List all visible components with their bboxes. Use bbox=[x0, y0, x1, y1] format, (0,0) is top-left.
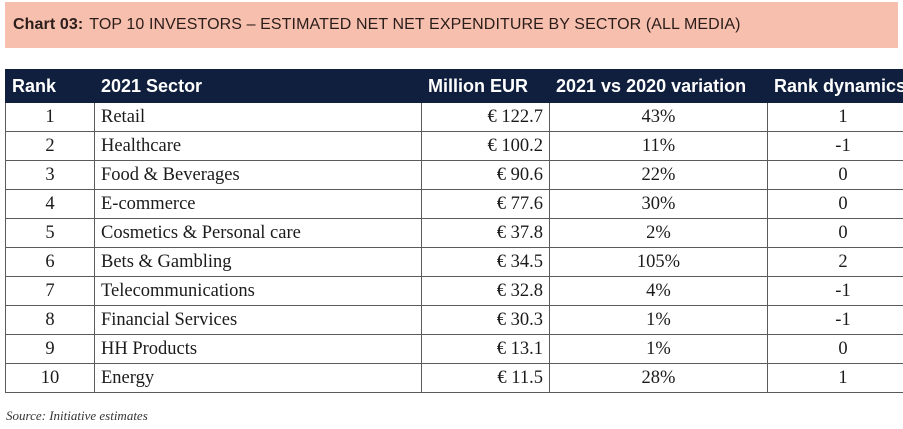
cell-sector: Telecommunications bbox=[94, 276, 422, 306]
cell-variation: 1% bbox=[549, 305, 768, 335]
cell-variation: 43% bbox=[549, 102, 768, 132]
cell-rank-dynamics: 0 bbox=[767, 334, 903, 364]
cell-variation: 30% bbox=[549, 189, 768, 219]
cell-rank: 8 bbox=[5, 305, 95, 335]
cell-variation: 11% bbox=[549, 131, 768, 161]
cell-sector: Financial Services bbox=[94, 305, 422, 335]
cell-variation: 2% bbox=[549, 218, 768, 248]
cell-rank: 6 bbox=[5, 247, 95, 277]
cell-rank: 3 bbox=[5, 160, 95, 190]
chart-title: TOP 10 INVESTORS – ESTIMATED NET NET EXP… bbox=[89, 16, 741, 33]
cell-million-eur: € 122.7 bbox=[421, 102, 550, 132]
cell-rank-dynamics: -1 bbox=[767, 305, 903, 335]
cell-rank-dynamics: 0 bbox=[767, 189, 903, 219]
cell-million-eur: € 100.2 bbox=[421, 131, 550, 161]
cell-million-eur: € 34.5 bbox=[421, 247, 550, 277]
cell-million-eur: € 90.6 bbox=[421, 160, 550, 190]
chart-number: Chart 03: bbox=[13, 16, 84, 33]
source-note: Source: Initiative estimates bbox=[6, 408, 148, 423]
cell-million-eur: € 11.5 bbox=[421, 363, 550, 393]
cell-sector: Energy bbox=[94, 363, 422, 393]
cell-million-eur: € 37.8 bbox=[421, 218, 550, 248]
header-variation: 2021 vs 2020 variation bbox=[549, 69, 768, 103]
cell-million-eur: € 30.3 bbox=[421, 305, 550, 335]
table-row: 2 Healthcare € 100.2 11% -1 bbox=[5, 131, 903, 161]
cell-rank-dynamics: 1 bbox=[767, 102, 903, 132]
cell-rank-dynamics: 1 bbox=[767, 363, 903, 393]
cell-million-eur: € 13.1 bbox=[421, 334, 550, 364]
chart-title-bar: Chart 03: TOP 10 INVESTORS – ESTIMATED N… bbox=[5, 2, 898, 48]
cell-variation: 105% bbox=[549, 247, 768, 277]
cell-sector: Healthcare bbox=[94, 131, 422, 161]
cell-rank-dynamics: 0 bbox=[767, 160, 903, 190]
cell-sector: HH Products bbox=[94, 334, 422, 364]
cell-rank-dynamics: -1 bbox=[767, 276, 903, 306]
header-rank-dynamics: Rank dynamics bbox=[767, 69, 903, 103]
cell-rank: 2 bbox=[5, 131, 95, 161]
cell-sector: Food & Beverages bbox=[94, 160, 422, 190]
header-sector: 2021 Sector bbox=[94, 69, 422, 103]
table-row: 7 Telecommunications € 32.8 4% -1 bbox=[5, 276, 903, 306]
cell-sector: Retail bbox=[94, 102, 422, 132]
header-million-eur: Million EUR bbox=[421, 69, 550, 103]
cell-rank-dynamics: 2 bbox=[767, 247, 903, 277]
table-row: 6 Bets & Gambling € 34.5 105% 2 bbox=[5, 247, 903, 277]
investors-table: Rank 2021 Sector Million EUR 2021 vs 202… bbox=[5, 69, 903, 393]
cell-million-eur: € 32.8 bbox=[421, 276, 550, 306]
cell-variation: 22% bbox=[549, 160, 768, 190]
table-header-row: Rank 2021 Sector Million EUR 2021 vs 202… bbox=[5, 69, 903, 103]
table-row: 1 Retail € 122.7 43% 1 bbox=[5, 102, 903, 132]
cell-rank: 9 bbox=[5, 334, 95, 364]
cell-sector: Cosmetics & Personal care bbox=[94, 218, 422, 248]
cell-million-eur: € 77.6 bbox=[421, 189, 550, 219]
table-row: 10 Energy € 11.5 28% 1 bbox=[5, 363, 903, 393]
cell-sector: E-commerce bbox=[94, 189, 422, 219]
cell-sector: Bets & Gambling bbox=[94, 247, 422, 277]
cell-rank: 7 bbox=[5, 276, 95, 306]
cell-variation: 4% bbox=[549, 276, 768, 306]
table-body: 1 Retail € 122.7 43% 1 2 Healthcare € 100.2 11% -… bbox=[5, 102, 903, 393]
cell-rank-dynamics: 0 bbox=[767, 218, 903, 248]
cell-rank: 5 bbox=[5, 218, 95, 248]
cell-variation: 28% bbox=[549, 363, 768, 393]
header-rank: Rank bbox=[5, 69, 95, 103]
cell-rank-dynamics: -1 bbox=[767, 131, 903, 161]
cell-rank: 4 bbox=[5, 189, 95, 219]
table-row: 3 Food & Beverages € 90.6 22% 0 bbox=[5, 160, 903, 190]
cell-rank: 10 bbox=[5, 363, 95, 393]
table-row: 9 HH Products € 13.1 1% 0 bbox=[5, 334, 903, 364]
cell-variation: 1% bbox=[549, 334, 768, 364]
table-row: 8 Financial Services € 30.3 1% -1 bbox=[5, 305, 903, 335]
table-row: 4 E-commerce € 77.6 30% 0 bbox=[5, 189, 903, 219]
cell-rank: 1 bbox=[5, 102, 95, 132]
table-row: 5 Cosmetics & Personal care € 37.8 2% 0 bbox=[5, 218, 903, 248]
